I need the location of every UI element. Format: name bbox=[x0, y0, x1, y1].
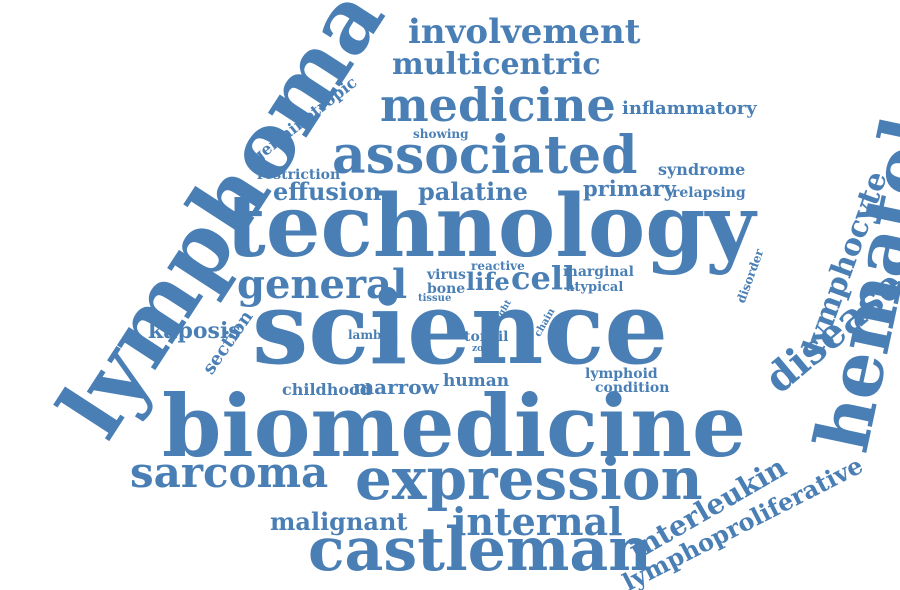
word-tissue: tissue bbox=[418, 293, 452, 304]
word-childhood: childhood bbox=[282, 380, 371, 399]
word-effusion: effusion bbox=[273, 177, 382, 206]
word-virus: virus bbox=[427, 267, 466, 283]
word-associated: associated bbox=[332, 125, 638, 186]
word-showing: showing bbox=[413, 127, 469, 141]
word-restriction: restriction bbox=[257, 167, 341, 183]
word-involvement: involvement bbox=[408, 12, 641, 52]
word-marrow: marrow bbox=[353, 375, 439, 399]
word-lymphoid: lymphoid bbox=[585, 366, 658, 382]
word-expression: expression bbox=[355, 445, 703, 513]
word-primary: primary bbox=[583, 176, 676, 201]
word-human: human bbox=[443, 371, 510, 391]
word-castleman: castleman bbox=[308, 515, 652, 585]
word-tonsil: tonsil bbox=[464, 329, 509, 345]
word-bone: bone bbox=[427, 281, 466, 297]
word-biomedicine: biomedicine bbox=[162, 377, 747, 477]
word-multicentric: multicentric bbox=[392, 47, 601, 82]
word-internal: internal bbox=[452, 499, 623, 544]
word-marginal: marginal bbox=[563, 264, 634, 280]
word-medicine: medicine bbox=[380, 78, 616, 132]
word-science: science bbox=[252, 269, 669, 387]
word-palatine: palatine bbox=[418, 177, 528, 206]
word-general: general bbox=[237, 261, 408, 308]
word-relapsing: relapsing bbox=[672, 185, 746, 201]
word-inflammatory: inflammatory bbox=[622, 98, 757, 119]
word-condition: condition bbox=[595, 380, 670, 396]
word-life: life bbox=[466, 267, 510, 296]
word-kaposis: kaposis bbox=[148, 318, 241, 344]
word-lambda: lambda bbox=[348, 328, 398, 342]
word-syndrome: syndrome bbox=[658, 160, 746, 179]
word-technology: technology bbox=[226, 176, 756, 277]
word-reactive: reactive bbox=[471, 259, 525, 273]
word-zone: zone bbox=[472, 344, 496, 354]
word-sarcoma: sarcoma bbox=[130, 448, 329, 497]
word-cell: cell bbox=[511, 259, 576, 297]
word-atypical: atypical bbox=[566, 280, 624, 295]
word-malignant: malignant bbox=[270, 507, 408, 536]
